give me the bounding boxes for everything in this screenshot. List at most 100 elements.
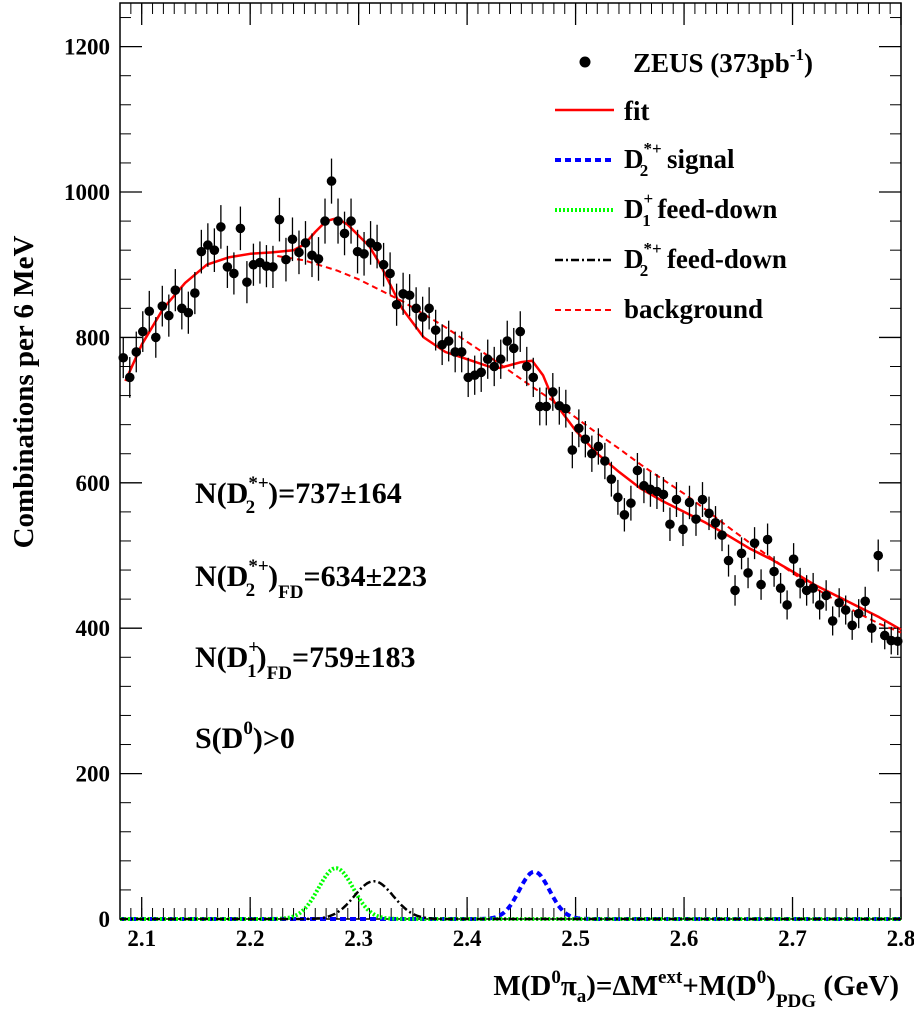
data-point (541, 401, 552, 412)
x-tick-label: 2.2 (236, 926, 265, 951)
data-point (892, 636, 903, 647)
data-point (814, 600, 825, 610)
data-point (372, 241, 382, 252)
data-point (196, 246, 207, 257)
data-point (593, 441, 604, 452)
data-point (190, 288, 200, 298)
axis-ticks (119, 3, 902, 920)
data-point (775, 583, 786, 594)
data-point (574, 423, 584, 434)
data-point (216, 222, 226, 232)
x-axis-label: M(D0πa)=ΔMext+M(D0)PDG (GeV) (493, 967, 899, 1012)
data-point (391, 299, 402, 310)
data-point (873, 550, 884, 561)
legend-label-d2-feeddown: D*+ 2 feed-down (624, 239, 787, 280)
data-point (359, 249, 369, 259)
data-point (658, 489, 669, 500)
data-point (762, 534, 773, 545)
data-point (313, 254, 324, 264)
data-point (118, 352, 129, 363)
data-point (229, 268, 239, 279)
data-point (268, 262, 278, 272)
data-point (157, 301, 168, 311)
data-point (619, 509, 630, 520)
curve-background (277, 255, 902, 634)
x-tick-label: 2.3 (344, 926, 373, 951)
x-tick-label: 2.7 (778, 926, 807, 951)
data-point (489, 361, 500, 372)
data-point (281, 254, 291, 265)
data-point (788, 554, 799, 564)
data-point (769, 566, 779, 577)
data-point (515, 326, 526, 337)
data-point (736, 548, 747, 559)
data-point (183, 307, 194, 318)
data-point (417, 312, 428, 322)
data-point (502, 336, 513, 346)
data-point (203, 240, 213, 250)
data-point (613, 492, 623, 503)
data-point (671, 494, 682, 505)
data-point (723, 555, 734, 566)
data-point (424, 303, 434, 314)
data-point (853, 608, 864, 619)
data-point (131, 347, 142, 357)
data-point (482, 354, 493, 365)
legend-label-d2-signal: D*+ 2 signal (624, 139, 735, 180)
data-point (404, 290, 415, 301)
data-point (476, 367, 487, 378)
data-point (626, 498, 636, 508)
data-point (606, 474, 617, 484)
data-point (548, 387, 558, 397)
legend-marker-data (579, 56, 591, 68)
y-tick-label: 800 (76, 325, 111, 350)
data-point (665, 519, 675, 530)
data-point (124, 372, 135, 383)
data-point (879, 630, 890, 641)
data-point (170, 285, 181, 295)
data-point (704, 508, 714, 519)
data-point (443, 336, 454, 346)
data-point (808, 583, 818, 594)
annotation-n-d1-fd: N(D+ 1)FD=759±183 (195, 637, 416, 684)
data-point (137, 326, 148, 337)
data-point (697, 494, 708, 505)
data-point (150, 332, 161, 343)
legend-label-fit: fit (624, 96, 649, 126)
data-point (827, 616, 838, 626)
legend-label-background: background (624, 294, 763, 324)
data-point (430, 325, 441, 335)
data-point (567, 445, 578, 455)
data-point (508, 343, 519, 354)
data-point (411, 303, 421, 314)
annotation-n-d2-fd: N(D*+ 2)FD=634±223 (195, 556, 427, 603)
data-point (632, 465, 643, 476)
data-point (834, 597, 844, 608)
data-point (749, 538, 760, 548)
data-point (235, 223, 246, 234)
y-tick-label: 1000 (64, 180, 110, 205)
data-point (821, 590, 831, 601)
data-point (242, 277, 252, 287)
legend-label-d1-feeddown: D+ 1 feed-down (624, 189, 777, 230)
data-point (456, 347, 467, 357)
data-point (209, 245, 220, 255)
data-point (164, 310, 174, 321)
data-point (346, 216, 356, 226)
data-point (710, 517, 721, 528)
data-point (600, 456, 610, 466)
x-tick-label: 2.6 (670, 926, 699, 951)
annotation-n-d2-signal: N(D*+ 2)=737±164 (195, 473, 402, 518)
data-point (326, 176, 337, 186)
axis-tick-labels: 2.1 2.2 2.3 2.4 2.5 2.6 2.7 2.8 0 200 400 600 800 100… (64, 35, 914, 951)
data-point (222, 262, 233, 272)
data-point (684, 497, 695, 508)
data-point (274, 214, 285, 225)
data-point (587, 448, 597, 459)
data-point (528, 372, 539, 383)
data-point (756, 579, 766, 590)
y-tick-label: 400 (76, 616, 111, 641)
data-point (333, 216, 343, 226)
data-point (860, 596, 871, 607)
